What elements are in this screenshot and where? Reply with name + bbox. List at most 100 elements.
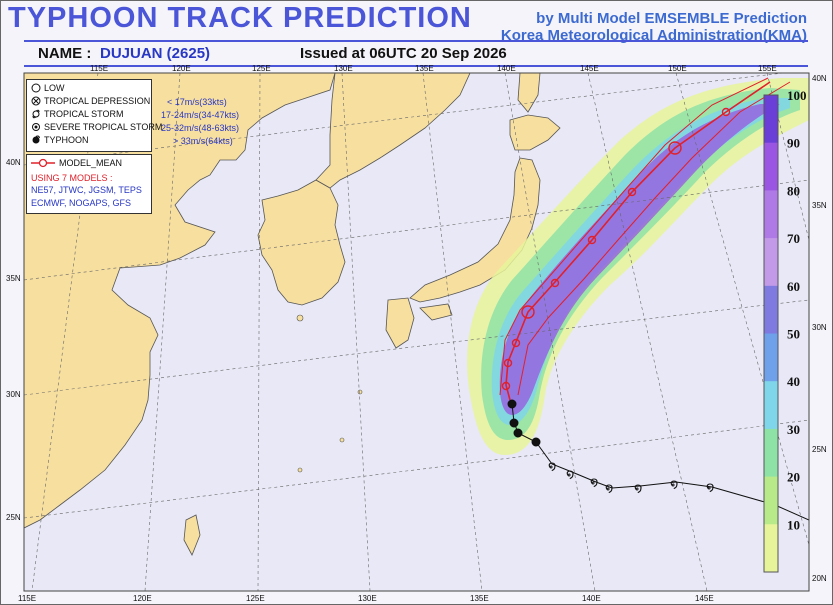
top-lon-label: 115E (90, 64, 108, 73)
top-lon-label: 125E (252, 64, 271, 73)
name-label: NAME : (38, 45, 92, 62)
top-lon-label: 145E (580, 64, 599, 73)
island-jeju (296, 314, 304, 322)
model-mean-row: MODEL_MEAN (31, 158, 122, 168)
models-count: USING 7 MODELS : (31, 173, 113, 183)
left-lat-label: 30N (6, 390, 21, 399)
storm-symbol: ໑ (670, 477, 678, 492)
model-mean-icon (31, 158, 55, 168)
page-title: TYPHOON TRACK PREDICTION (8, 2, 472, 34)
scale-tick-label: 40 (787, 374, 800, 389)
model-legend: MODEL_MEAN USING 7 MODELS : NE57, JTWC, … (26, 154, 152, 214)
land-kyushu (385, 297, 415, 349)
tropical-storm-icon (32, 109, 40, 119)
scale-band (764, 190, 778, 239)
scale-tick-label: 20 (787, 470, 800, 485)
scale-tick-label: 50 (787, 327, 800, 342)
strike-probability-swath-outer (467, 78, 809, 455)
bottom-lon-label: 130E (358, 594, 377, 603)
legend-value-storm: 17-24m/s(34-47kts) (161, 110, 240, 120)
intensity-legend: LOW TROPICAL DEPRESSION TROPICAL STORM S… (26, 79, 239, 152)
model-mean-point (501, 381, 511, 391)
model-mean-label: MODEL_MEAN (59, 158, 123, 168)
top-lon-label: 130E (334, 64, 353, 73)
island-ryukyu-3 (297, 467, 303, 473)
top-lon-label: 150E (668, 64, 687, 73)
right-lat-label: 20N (812, 574, 827, 583)
issued-time: Issued at 06UTC 20 Sep 2026 (300, 45, 507, 62)
island-ryukyu-2 (339, 437, 345, 443)
land-shikoku (419, 303, 453, 321)
tropical-depression-icon (31, 96, 41, 106)
scale-band (764, 95, 778, 144)
credit-line-2: Korea Meteorological Administration(KMA) (500, 27, 807, 44)
storm-symbol: ໑ (605, 481, 613, 496)
land-russia (315, 73, 471, 189)
probability-scale: 100 90 80 70 60 50 40 30 20 10 (763, 88, 807, 573)
top-lon-label: 155E (758, 64, 777, 73)
scale-tick-label: 10 (787, 517, 800, 532)
left-lat-label: 40N (6, 158, 21, 167)
bottom-lon-label: 115E (18, 594, 36, 603)
model-mean-point (587, 235, 597, 245)
legend-value-typhoon: > 33m/s(64kts) (173, 136, 233, 146)
storm-symbol: ໑ (634, 481, 642, 496)
top-lon-label: 135E (415, 64, 434, 73)
left-lat-label: 35N (6, 274, 21, 283)
credit-line-1: by Multi Model EMSEMBLE Prediction (536, 10, 807, 27)
right-lat-label: 30N (812, 323, 827, 332)
right-lat-label: 35N (812, 201, 827, 210)
scale-tick-label: 70 (787, 231, 800, 246)
strike-probability-swath-core (499, 104, 780, 415)
model-mean-point-current (521, 305, 535, 319)
legend-label: TYPHOON (44, 135, 89, 145)
typhoon-icon (32, 135, 40, 144)
land-taiwan (183, 514, 201, 556)
scale-tick-label: 80 (787, 183, 800, 198)
storm-symbol: ໑ (566, 467, 574, 482)
storm-symbol: ໑ (590, 475, 598, 490)
scale-band (764, 333, 778, 382)
legend-label: TROPICAL STORM (44, 109, 124, 119)
typhoon-marker (507, 399, 517, 409)
scale-band (764, 524, 778, 573)
right-lat-label: 25N (812, 445, 827, 454)
land-hokkaido (509, 114, 561, 151)
model-mean-point (627, 187, 637, 197)
scale-band (764, 476, 778, 525)
legend-label: LOW (44, 83, 65, 93)
legend-label: TROPICAL DEPRESSION (44, 96, 151, 106)
typhoon-marker (509, 418, 519, 428)
scale-border (763, 94, 779, 573)
left-lat-label: 25N (6, 513, 21, 522)
model-envelope (499, 77, 769, 396)
typhoon-marker (531, 437, 541, 447)
storm-symbol: ໑ (706, 480, 714, 495)
storm-symbol: ໑ (548, 459, 556, 474)
observed-track-points (507, 399, 541, 447)
scale-band (764, 285, 778, 334)
title-divider (24, 40, 808, 42)
legend-row-depression: TROPICAL DEPRESSION (31, 95, 150, 107)
model-mean-points (501, 107, 731, 391)
bottom-lon-label: 120E (133, 594, 152, 603)
legend-row-low: LOW (31, 82, 65, 94)
legend-label: SEVERE TROPICAL STORM (44, 122, 163, 132)
map-border (23, 72, 810, 592)
island-ryukyu-1 (357, 389, 363, 395)
scale-tick-label: 30 (787, 422, 800, 437)
legend-value-depression: < 17m/s(33kts) (167, 97, 227, 107)
model-mean-point (550, 278, 560, 288)
legend-value-severe: 25-32m/s(48-63kts) (161, 123, 240, 133)
model-mean-point (511, 338, 521, 348)
model-mean-point (721, 107, 731, 117)
model-mean-point (503, 358, 513, 368)
model-mean-point (668, 141, 682, 155)
legend-row-storm: TROPICAL STORM (31, 108, 124, 120)
bottom-lon-label: 125E (246, 594, 265, 603)
scale-band (764, 238, 778, 287)
legend-row-typhoon: TYPHOON (31, 134, 89, 146)
scale-band (764, 428, 778, 478)
header-divider (24, 65, 808, 67)
